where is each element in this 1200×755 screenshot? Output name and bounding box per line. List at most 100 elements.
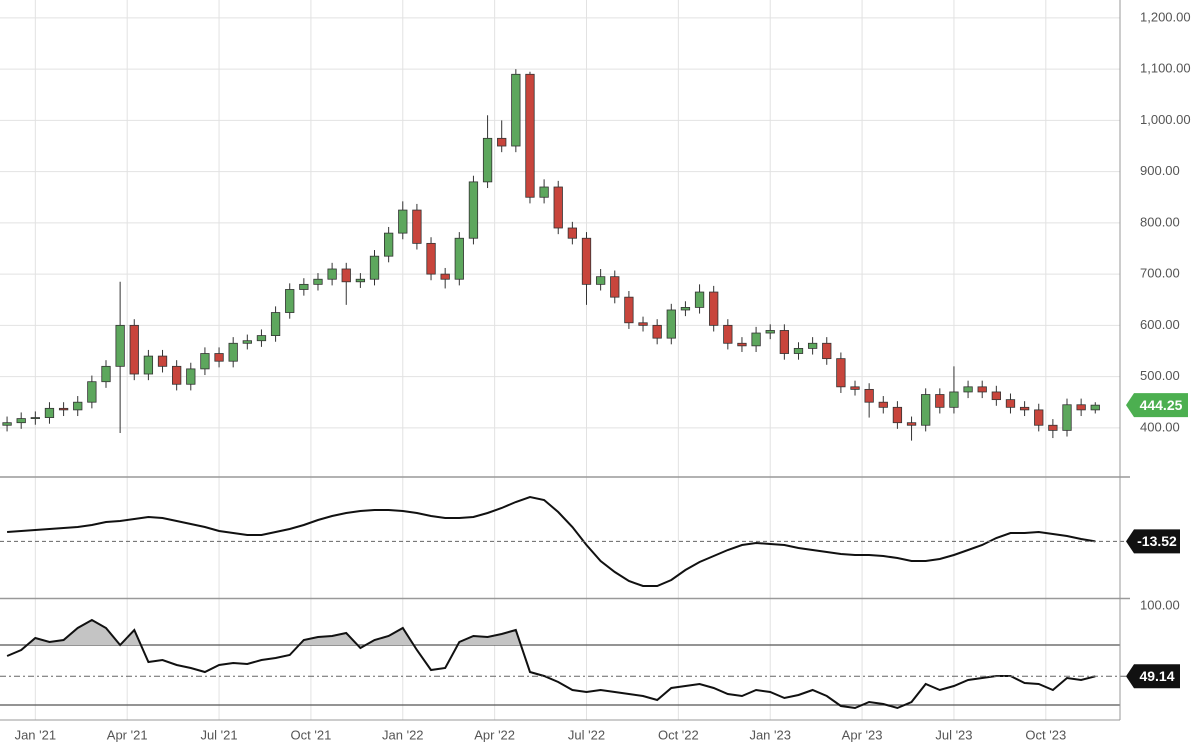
candle-body: [553, 186, 563, 229]
candle-body: [87, 381, 97, 403]
candle-body: [172, 365, 182, 385]
candle-body: [906, 422, 917, 426]
candle-body: [270, 312, 281, 336]
x-tick-label: Jan '23: [749, 727, 791, 742]
candle-body: [313, 278, 323, 285]
candle-body: [694, 291, 705, 308]
candle-body: [709, 291, 719, 326]
candle-body: [285, 289, 295, 313]
candle-body: [256, 335, 267, 342]
candle-body: [369, 255, 380, 280]
y-tick-label: 1,200.00: [1140, 9, 1191, 24]
candle-body: [299, 283, 309, 290]
candle-body: [666, 309, 676, 339]
candle-body: [680, 307, 691, 311]
candle-body: [398, 209, 408, 234]
candle-body: [1090, 404, 1100, 411]
y-tick-label: 800.00: [1140, 214, 1180, 229]
candle-body: [157, 355, 168, 367]
y-tick-label: 900.00: [1140, 163, 1180, 178]
candle-body: [751, 332, 761, 347]
candle-body: [624, 296, 634, 324]
candle-body: [454, 237, 464, 280]
y-tick-label: 400.00: [1140, 419, 1180, 434]
candle-body: [200, 353, 210, 370]
candle-body: [58, 407, 69, 411]
candle-body: [652, 324, 662, 339]
candle-body: [426, 242, 436, 275]
candle-body: [807, 342, 818, 349]
candle-body: [610, 276, 620, 298]
candle-body: [412, 209, 422, 244]
x-tick-label: Jul '21: [200, 727, 237, 742]
value-tag: [1126, 529, 1180, 554]
candle-body: [977, 386, 987, 393]
y-tick-label: 1,000.00: [1140, 112, 1191, 127]
x-tick-label: Jan '22: [382, 727, 424, 742]
candle-body: [1076, 404, 1086, 411]
candle-body: [44, 407, 55, 418]
candle-body: [949, 391, 959, 408]
candle-body: [539, 186, 549, 198]
candle-body: [511, 73, 521, 147]
candle-body: [765, 330, 775, 334]
candle-body: [468, 181, 479, 239]
candle-body: [129, 324, 139, 375]
x-tick-label: Apr '23: [842, 727, 883, 742]
candle-body: [355, 278, 366, 283]
candle-body: [935, 394, 945, 408]
x-tick-label: Apr '22: [474, 727, 515, 742]
candle-body: [327, 268, 337, 280]
candle-body: [115, 324, 125, 367]
candle-body: [186, 368, 196, 385]
candle-body: [16, 418, 26, 424]
indicator-line: [7, 495, 1096, 587]
x-tick-label: Jul '22: [568, 727, 605, 742]
labels: Jan '21 Apr '21 Jul '21 Oct '21 Jan '22 Apr '…: [15, 9, 1191, 742]
candle-body: [723, 324, 733, 344]
x-tick-label: Oct '23: [1025, 727, 1066, 742]
candle-body: [2, 422, 12, 426]
x-tick-label: Apr '21: [107, 727, 148, 742]
candle-body: [638, 322, 648, 326]
candle-body: [836, 358, 846, 388]
frame: [0, 0, 1130, 721]
y-tick-label: 600.00: [1140, 317, 1180, 332]
candle-body: [1062, 404, 1072, 431]
candle-body: [864, 388, 874, 403]
value-tag-label: 49.14: [1139, 668, 1174, 684]
candle-body: [963, 386, 973, 393]
candle-body: [1034, 409, 1044, 426]
candle-body: [921, 394, 931, 426]
candle-body: [30, 417, 40, 419]
candle-body: [497, 137, 507, 147]
marks: [0, 69, 1126, 710]
candle-body: [1048, 424, 1058, 431]
candle-body: [242, 340, 252, 344]
candle-body: [228, 342, 238, 362]
candle-body: [822, 342, 832, 360]
candle-body: [384, 232, 394, 257]
candle-body: [1019, 406, 1030, 411]
x-tick-label: Jul '23: [935, 727, 972, 742]
candle-body: [850, 386, 860, 390]
candle-body: [737, 342, 747, 347]
price-tag-label: 444.25: [1140, 397, 1183, 413]
x-tick-label: Oct '21: [291, 727, 332, 742]
x-tick-label: Oct '22: [658, 727, 699, 742]
candle-body: [991, 391, 1001, 401]
candle-body: [341, 268, 351, 283]
y-tick-label: 500.00: [1140, 368, 1180, 383]
x-tick-label: Jan '21: [15, 727, 57, 742]
candle-body: [214, 353, 224, 362]
candle-body: [73, 401, 83, 411]
candle-body: [567, 227, 578, 239]
candle-body: [595, 276, 606, 285]
candle-body: [581, 237, 592, 285]
candle-body: [878, 401, 888, 408]
candle-body: [482, 137, 493, 183]
y-tick-label: 700.00: [1140, 266, 1180, 281]
grid: [0, 0, 1120, 720]
